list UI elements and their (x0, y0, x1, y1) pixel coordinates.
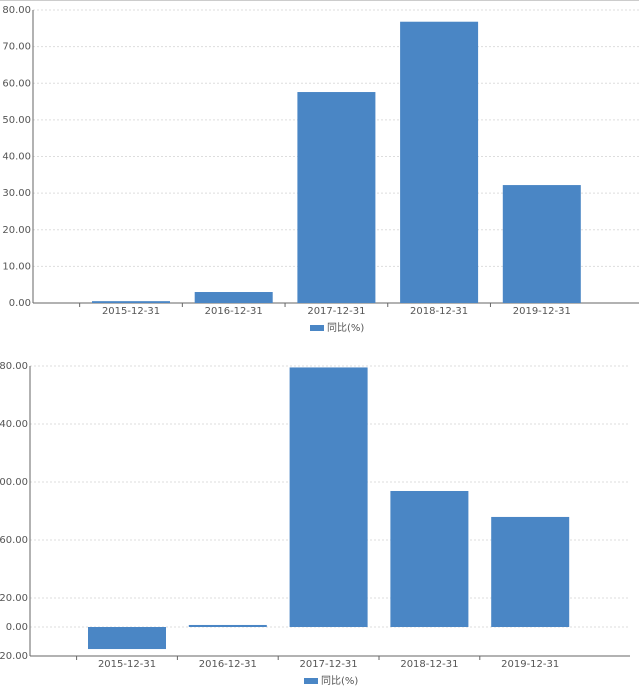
y-tick-label: 30.00 (2, 188, 31, 199)
x-tick-label: 2015-12-31 (102, 306, 160, 317)
y-tick-label: 20.00 (0, 593, 28, 604)
legend-label: 同比(%) (327, 322, 364, 334)
bar (297, 92, 376, 303)
bar (491, 516, 570, 627)
y-tick-label: 0.00 (9, 298, 31, 309)
y-tick-label: 50.00 (2, 115, 31, 126)
bar (88, 627, 166, 650)
x-tick-label: 2018-12-31 (400, 659, 458, 670)
y-tick-label: 10.00 (2, 261, 31, 272)
y-tick-label: 40.00 (2, 152, 31, 163)
y-tick-label: 100.00 (0, 477, 28, 488)
y-tick-label: 70.00 (2, 42, 31, 53)
bar (92, 301, 170, 303)
x-tick-label: 2016-12-31 (199, 659, 257, 670)
legend-label: 同比(%) (321, 675, 358, 687)
x-tick-label: 2017-12-31 (307, 306, 365, 317)
x-tick-label: 2015-12-31 (98, 659, 156, 670)
y-tick-label: 140.00 (0, 419, 28, 430)
x-tick-label: 2019-12-31 (513, 306, 571, 317)
bar (188, 624, 267, 627)
x-tick-label: 2018-12-31 (410, 306, 468, 317)
legend-swatch (310, 325, 324, 331)
y-tick-label: 180.00 (0, 361, 28, 372)
bar (289, 367, 368, 627)
bar (502, 185, 581, 303)
bar (400, 21, 479, 303)
y-tick-label: 60.00 (2, 78, 31, 89)
x-tick-label: 2016-12-31 (205, 306, 263, 317)
y-tick-label: 0.00 (6, 622, 28, 633)
bar (194, 292, 273, 303)
x-tick-label: 2019-12-31 (501, 659, 559, 670)
x-tick-label: 2017-12-31 (300, 659, 358, 670)
y-tick-label: -20.00 (0, 651, 28, 662)
y-tick-label: 20.00 (2, 225, 31, 236)
y-tick-label: 60.00 (0, 535, 28, 546)
legend-swatch (304, 678, 318, 684)
bar (390, 490, 469, 627)
y-tick-label: 80.00 (2, 5, 31, 16)
